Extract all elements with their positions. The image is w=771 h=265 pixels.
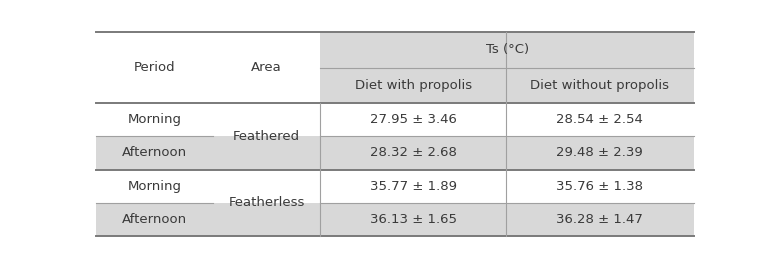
- Text: Diet with propolis: Diet with propolis: [355, 79, 472, 92]
- Text: 35.76 ± 1.38: 35.76 ± 1.38: [557, 180, 643, 193]
- Text: Diet without propolis: Diet without propolis: [530, 79, 669, 92]
- Text: 28.54 ± 2.54: 28.54 ± 2.54: [557, 113, 643, 126]
- Text: 36.13 ± 1.65: 36.13 ± 1.65: [369, 213, 456, 226]
- Text: 28.32 ± 2.68: 28.32 ± 2.68: [369, 147, 456, 160]
- Text: 35.77 ± 1.89: 35.77 ± 1.89: [369, 180, 456, 193]
- Bar: [96, 170, 694, 203]
- Text: Area: Area: [251, 61, 282, 74]
- Text: Afternoon: Afternoon: [122, 147, 187, 160]
- Text: Featherless: Featherless: [228, 196, 305, 209]
- Text: 36.28 ± 1.47: 36.28 ± 1.47: [557, 213, 643, 226]
- Text: Feathered: Feathered: [233, 130, 300, 143]
- Text: 27.95 ± 3.46: 27.95 ± 3.46: [369, 113, 456, 126]
- Bar: [96, 103, 694, 136]
- Text: Morning: Morning: [128, 113, 182, 126]
- Bar: [321, 32, 694, 103]
- Text: Morning: Morning: [128, 180, 182, 193]
- Text: 29.48 ± 2.39: 29.48 ± 2.39: [557, 147, 643, 160]
- Text: Ts (°C): Ts (°C): [486, 43, 529, 56]
- Text: Period: Period: [134, 61, 176, 74]
- Bar: [96, 203, 694, 236]
- Text: Afternoon: Afternoon: [122, 213, 187, 226]
- Bar: [96, 136, 694, 170]
